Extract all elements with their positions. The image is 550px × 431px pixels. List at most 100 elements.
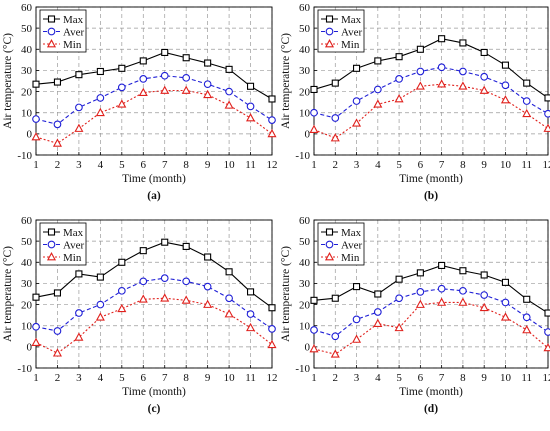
x-tick-label: 8	[460, 159, 466, 171]
data-point	[268, 341, 275, 348]
x-axis-title: Time (month)	[399, 386, 463, 398]
data-point	[417, 270, 423, 276]
y-tick-label: -10	[17, 150, 32, 162]
data-point	[97, 274, 103, 280]
data-point	[481, 292, 488, 299]
data-point	[205, 60, 211, 66]
data-point	[544, 125, 550, 132]
y-tick-label: 10	[21, 321, 33, 333]
data-point	[119, 259, 125, 265]
legend-marker	[49, 16, 55, 22]
x-tick-label: 3	[76, 159, 82, 171]
legend-label: Aver	[341, 26, 363, 38]
y-tick-label: 10	[299, 321, 311, 333]
x-axis-title: Time (month)	[122, 386, 186, 398]
y-tick-label: 40	[21, 257, 33, 269]
legend-label: Aver	[341, 239, 363, 251]
data-point	[54, 79, 60, 85]
x-tick-label: 6	[141, 159, 147, 171]
data-point	[311, 327, 318, 334]
data-point	[374, 100, 381, 107]
y-tick-label: 30	[299, 65, 311, 77]
x-tick-label: 1	[33, 372, 39, 384]
x-tick-label: 1	[311, 372, 317, 384]
legend-label: Max	[341, 14, 362, 26]
data-point	[76, 271, 82, 277]
y-axis-title: Air temperature (°C)	[2, 246, 14, 342]
data-point	[375, 58, 381, 64]
data-point	[183, 75, 190, 82]
data-point	[353, 336, 360, 343]
y-tick-label: 40	[299, 44, 311, 56]
data-point	[438, 64, 445, 71]
data-point	[310, 345, 317, 352]
x-tick-label: 3	[76, 372, 82, 384]
x-tick-label: 10	[500, 159, 512, 171]
data-point	[417, 289, 424, 296]
y-tick-label: 60	[299, 215, 311, 227]
data-point	[523, 98, 530, 105]
y-tick-label: 0	[27, 129, 33, 141]
data-point	[545, 310, 550, 316]
y-tick-label: 50	[21, 236, 33, 248]
data-point	[161, 87, 168, 94]
legend-marker	[48, 241, 55, 248]
data-point	[75, 334, 82, 341]
data-point	[523, 314, 530, 321]
y-axis-title: Air temperature (°C)	[2, 33, 14, 129]
x-tick-label: 6	[141, 372, 147, 384]
series-line	[36, 76, 272, 125]
data-point	[269, 305, 275, 311]
y-tick-label: 0	[305, 342, 311, 354]
data-point	[460, 288, 467, 295]
data-point	[204, 81, 211, 88]
data-point	[417, 46, 423, 52]
data-point	[76, 310, 83, 317]
data-point	[332, 80, 338, 86]
data-point	[374, 320, 381, 327]
series-aver	[311, 285, 550, 339]
x-tick-label: 9	[481, 372, 487, 384]
data-point	[460, 40, 466, 46]
panel-caption: (b)	[424, 190, 438, 202]
y-tick-label: 30	[21, 65, 33, 77]
data-point	[205, 254, 211, 260]
series-line	[314, 84, 548, 138]
data-point	[33, 81, 39, 87]
data-point	[54, 290, 60, 296]
y-tick-label: 60	[299, 2, 311, 14]
data-point	[269, 117, 276, 124]
data-point	[54, 328, 61, 335]
x-tick-label: 2	[333, 372, 339, 384]
data-point	[76, 104, 83, 111]
y-tick-label: 20	[299, 86, 311, 98]
data-point	[269, 96, 275, 102]
data-point	[396, 54, 402, 60]
x-tick-label: 1	[311, 159, 317, 171]
legend-label: Max	[63, 227, 84, 239]
legend-label: Aver	[63, 26, 85, 38]
x-axis-title: Time (month)	[399, 173, 463, 185]
y-tick-label: 10	[21, 108, 33, 120]
data-point	[524, 80, 530, 86]
data-point	[269, 326, 276, 333]
legend-label: Min	[63, 39, 82, 51]
data-point	[396, 276, 402, 282]
data-point	[523, 326, 530, 333]
data-point	[97, 95, 104, 102]
data-point	[54, 140, 61, 147]
x-tick-label: 12	[543, 159, 550, 171]
data-point	[545, 329, 550, 336]
data-point	[395, 95, 402, 102]
x-tick-label: 6	[418, 372, 424, 384]
x-tick-label: 9	[481, 159, 487, 171]
x-tick-label: 8	[460, 372, 466, 384]
series-line	[314, 67, 548, 118]
data-point	[54, 121, 61, 128]
data-point	[354, 284, 360, 290]
y-tick-label: 60	[21, 2, 33, 14]
data-point	[183, 87, 190, 94]
data-point	[375, 291, 381, 297]
data-point	[481, 73, 488, 80]
